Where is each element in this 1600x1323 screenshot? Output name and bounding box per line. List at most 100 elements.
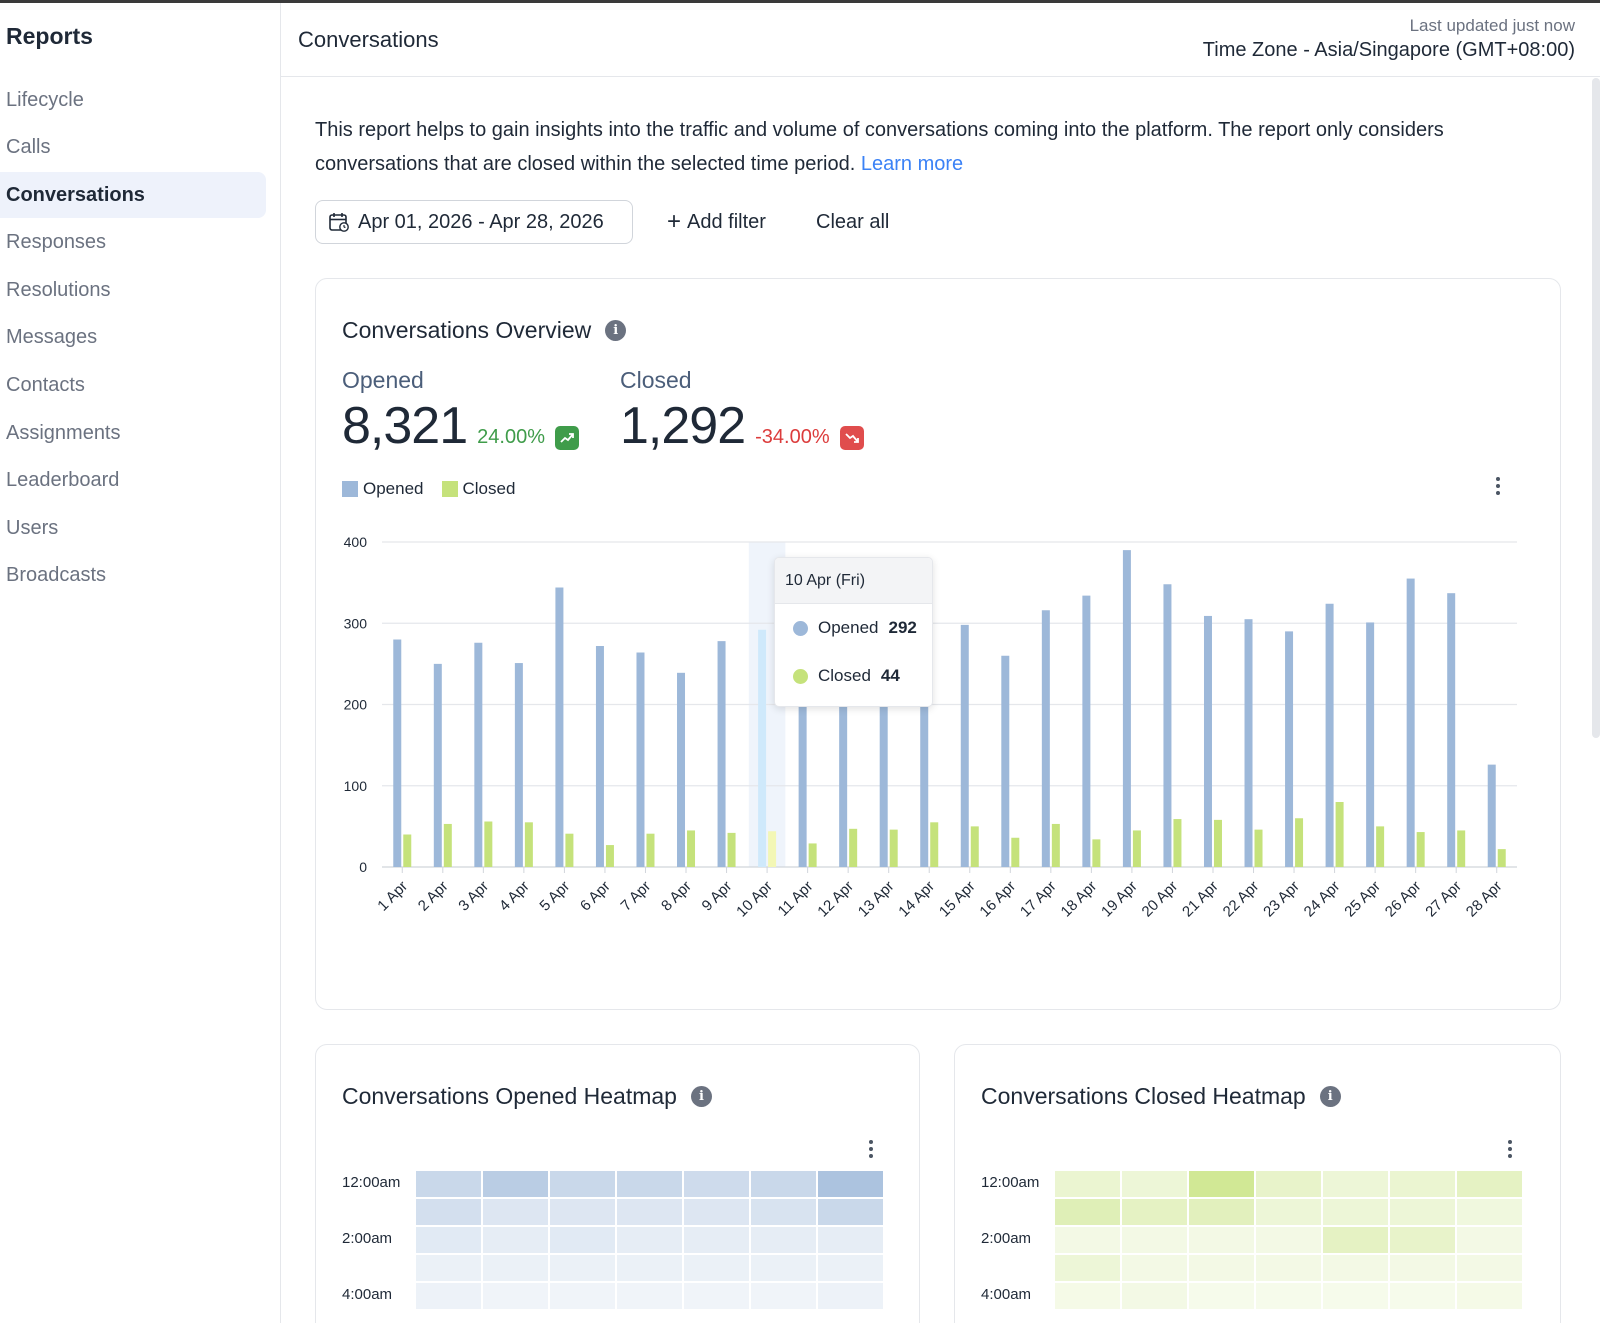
bar-closed[interactable] xyxy=(524,822,533,867)
bar-opened[interactable] xyxy=(1487,764,1496,867)
bar-closed[interactable] xyxy=(1051,823,1060,867)
sidebar-item-assignments[interactable]: Assignments xyxy=(6,421,121,444)
heatmap-cell[interactable] xyxy=(1457,1255,1522,1281)
heatmap-cell[interactable] xyxy=(1256,1255,1321,1281)
add-filter-button[interactable]: + Add filter xyxy=(667,200,766,244)
heatmap-cell[interactable] xyxy=(416,1171,481,1197)
bar-closed[interactable] xyxy=(1092,839,1101,867)
heatmap-cell[interactable] xyxy=(1390,1283,1455,1309)
heatmap-cell[interactable] xyxy=(416,1283,481,1309)
heatmap-cell[interactable] xyxy=(1122,1283,1187,1309)
heatmap-cell[interactable] xyxy=(617,1199,682,1225)
bar-closed[interactable] xyxy=(1295,818,1304,867)
bar-opened[interactable] xyxy=(960,624,969,867)
sidebar-item-contacts[interactable]: Contacts xyxy=(6,374,85,397)
heatmap-cell[interactable] xyxy=(617,1255,682,1281)
heatmap-cell[interactable] xyxy=(818,1283,883,1309)
bar-closed[interactable] xyxy=(687,830,696,867)
bar-opened[interactable] xyxy=(1325,603,1334,867)
heatmap-cell[interactable] xyxy=(1122,1227,1187,1253)
heatmap-cell[interactable] xyxy=(684,1283,749,1309)
heatmap-cell[interactable] xyxy=(1390,1255,1455,1281)
heatmap-cell[interactable] xyxy=(684,1227,749,1253)
bar-closed[interactable] xyxy=(1011,837,1020,867)
heatmap-cell[interactable] xyxy=(1390,1171,1455,1197)
bar-opened[interactable] xyxy=(677,672,686,867)
sidebar-item-resolutions[interactable]: Resolutions xyxy=(6,278,111,301)
heatmap-cell[interactable] xyxy=(617,1283,682,1309)
heatmap-cell[interactable] xyxy=(818,1227,883,1253)
bar-closed[interactable] xyxy=(768,831,777,867)
heatmap-cell[interactable] xyxy=(416,1227,481,1253)
closed-heatmap-more-options-icon[interactable] xyxy=(1500,1135,1520,1163)
heatmap-cell[interactable] xyxy=(483,1199,548,1225)
bar-opened[interactable] xyxy=(879,631,888,867)
bar-closed[interactable] xyxy=(1132,830,1141,867)
heatmap-cell[interactable] xyxy=(1256,1227,1321,1253)
heatmap-cell[interactable] xyxy=(483,1227,548,1253)
heatmap-cell[interactable] xyxy=(550,1227,615,1253)
bar-closed[interactable] xyxy=(727,832,736,867)
opened-heatmap-more-options-icon[interactable] xyxy=(861,1135,881,1163)
info-icon[interactable]: i xyxy=(605,320,627,341)
bar-closed[interactable] xyxy=(443,823,452,867)
bar-opened[interactable] xyxy=(839,608,848,867)
heatmap-cell[interactable] xyxy=(416,1199,481,1225)
bar-opened[interactable] xyxy=(393,639,402,868)
heatmap-cell[interactable] xyxy=(684,1171,749,1197)
bar-opened[interactable] xyxy=(636,652,645,868)
sidebar-item-lifecycle[interactable]: Lifecycle xyxy=(6,88,84,111)
sidebar-item-broadcasts[interactable]: Broadcasts xyxy=(6,564,107,587)
bar-opened[interactable] xyxy=(1244,619,1253,867)
heatmap-cell[interactable] xyxy=(1189,1283,1254,1309)
heatmap-cell[interactable] xyxy=(751,1283,816,1309)
heatmap-cell[interactable] xyxy=(483,1171,548,1197)
bar-closed[interactable] xyxy=(970,826,979,867)
bar-closed[interactable] xyxy=(930,822,939,867)
bar-closed[interactable] xyxy=(646,833,655,867)
heatmap-cell[interactable] xyxy=(550,1199,615,1225)
bar-opened[interactable] xyxy=(433,663,442,867)
bar-closed[interactable] xyxy=(1213,819,1222,867)
heatmap-cell[interactable] xyxy=(1122,1171,1187,1197)
heatmap-cell[interactable] xyxy=(1189,1227,1254,1253)
heatmap-cell[interactable] xyxy=(1323,1199,1388,1225)
heatmap-cell[interactable] xyxy=(1189,1255,1254,1281)
heatmap-cell[interactable] xyxy=(751,1227,816,1253)
heatmap-cell[interactable] xyxy=(1055,1171,1120,1197)
bar-closed[interactable] xyxy=(1457,830,1466,867)
bar-closed[interactable] xyxy=(889,829,898,867)
heatmap-cell[interactable] xyxy=(1390,1199,1455,1225)
heatmap-cell[interactable] xyxy=(1323,1227,1388,1253)
heatmap-cell[interactable] xyxy=(416,1255,481,1281)
heatmap-cell[interactable] xyxy=(1055,1227,1120,1253)
bar-closed[interactable] xyxy=(605,845,614,867)
bar-opened[interactable] xyxy=(1203,615,1212,867)
heatmap-cell[interactable] xyxy=(1457,1199,1522,1225)
heatmap-cell[interactable] xyxy=(617,1171,682,1197)
bar-closed[interactable] xyxy=(849,828,858,867)
heatmap-cell[interactable] xyxy=(1256,1199,1321,1225)
bar-opened[interactable] xyxy=(1406,578,1415,867)
bar-opened[interactable] xyxy=(1447,593,1456,867)
heatmap-cell[interactable] xyxy=(818,1171,883,1197)
heatmap-cell[interactable] xyxy=(1457,1227,1522,1253)
bar-closed[interactable] xyxy=(484,821,493,868)
bar-opened[interactable] xyxy=(717,641,726,867)
bar-opened[interactable] xyxy=(474,642,483,867)
sidebar-item-responses[interactable]: Responses xyxy=(6,231,107,254)
sidebar-item-users[interactable]: Users xyxy=(6,516,59,539)
heatmap-cell[interactable] xyxy=(1323,1255,1388,1281)
heatmap-cell[interactable] xyxy=(684,1199,749,1225)
heatmap-cell[interactable] xyxy=(1390,1227,1455,1253)
bar-opened[interactable] xyxy=(1285,631,1294,867)
heatmap-cell[interactable] xyxy=(1055,1255,1120,1281)
heatmap-cell[interactable] xyxy=(1122,1255,1187,1281)
heatmap-cell[interactable] xyxy=(1256,1283,1321,1309)
bar-opened[interactable] xyxy=(1163,584,1172,867)
legend-item-closed[interactable]: Closed xyxy=(441,479,515,499)
bar-opened[interactable] xyxy=(1082,595,1091,867)
bar-closed[interactable] xyxy=(565,833,574,867)
heatmap-cell[interactable] xyxy=(751,1255,816,1281)
heatmap-cell[interactable] xyxy=(1055,1199,1120,1225)
